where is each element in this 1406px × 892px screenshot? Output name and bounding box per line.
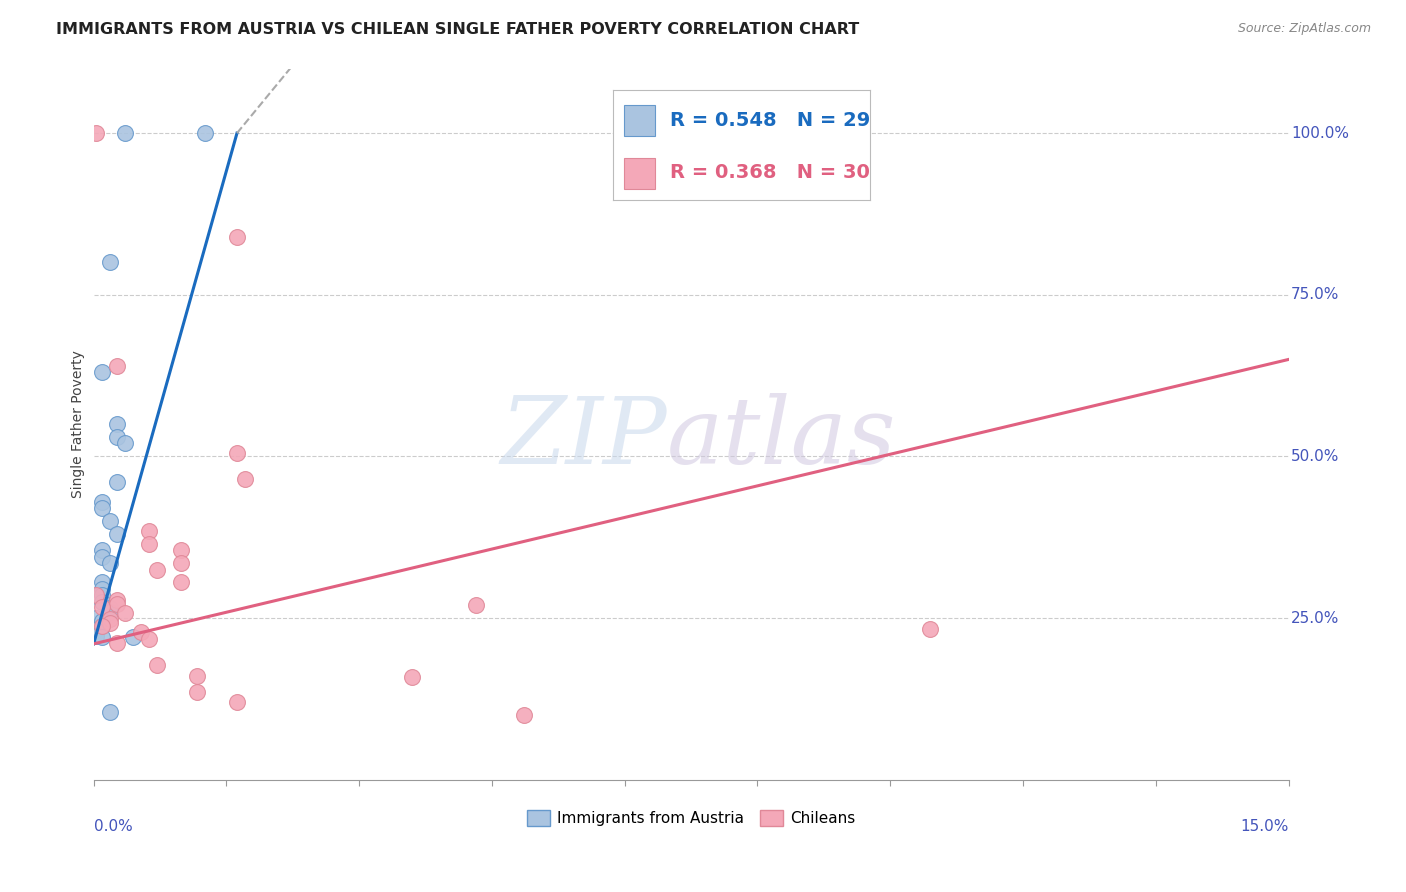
Point [138,632,160,646]
Point [98,255,121,269]
Text: 50.0%: 50.0% [1291,449,1340,464]
Point [90,501,112,516]
Point [186,685,208,699]
Point [90,619,112,633]
Point [226,695,249,709]
Point [90,365,112,379]
Point [114,126,136,140]
Point [84,126,107,140]
Text: 25.0%: 25.0% [1291,610,1340,625]
Text: 0.0%: 0.0% [94,819,132,834]
Point [107,597,129,611]
Text: 15.0%: 15.0% [1240,819,1289,834]
Point [122,631,145,645]
Text: ZIP: ZIP [501,393,668,483]
Legend: Immigrants from Austria, Chileans: Immigrants from Austria, Chileans [520,805,862,832]
Point [90,575,112,590]
Point [98,601,121,615]
Point [90,549,112,564]
Point [98,605,121,619]
Point [170,543,193,558]
Point [107,527,129,541]
Point [90,614,112,628]
Text: 100.0%: 100.0% [1291,126,1348,141]
Point [131,625,153,640]
Point [84,611,107,625]
Point [170,556,193,570]
Text: Source: ZipAtlas.com: Source: ZipAtlas.com [1237,22,1371,36]
Point [90,595,112,609]
Point [146,562,169,576]
Point [107,359,129,373]
Point [114,436,136,450]
Point [90,619,112,633]
Point [107,430,129,444]
Text: 75.0%: 75.0% [1291,287,1340,302]
Point [90,543,112,558]
Point [114,606,136,620]
Point [465,598,488,612]
Point [186,669,208,683]
Point [233,472,256,486]
Point [98,514,121,528]
Point [90,600,112,615]
Point [138,524,160,538]
Point [107,635,129,649]
Point [84,588,107,602]
Point [98,616,121,631]
Point [90,631,112,645]
Point [107,475,129,490]
Point [98,612,121,626]
Point [194,126,217,140]
Point [90,582,112,596]
Point [98,705,121,719]
Text: atlas: atlas [668,393,897,483]
Point [90,494,112,508]
Point [146,657,169,672]
Point [226,229,249,244]
Point [226,446,249,460]
Text: IMMIGRANTS FROM AUSTRIA VS CHILEAN SINGLE FATHER POVERTY CORRELATION CHART: IMMIGRANTS FROM AUSTRIA VS CHILEAN SINGL… [56,22,859,37]
Point [513,708,536,723]
Point [107,417,129,431]
Point [107,593,129,607]
Point [920,622,942,636]
Point [170,575,193,590]
Point [98,556,121,570]
Point [84,629,107,643]
Point [90,588,112,602]
Point [84,623,107,637]
Point [401,671,423,685]
Y-axis label: Single Father Poverty: Single Father Poverty [72,351,86,498]
Point [138,536,160,550]
